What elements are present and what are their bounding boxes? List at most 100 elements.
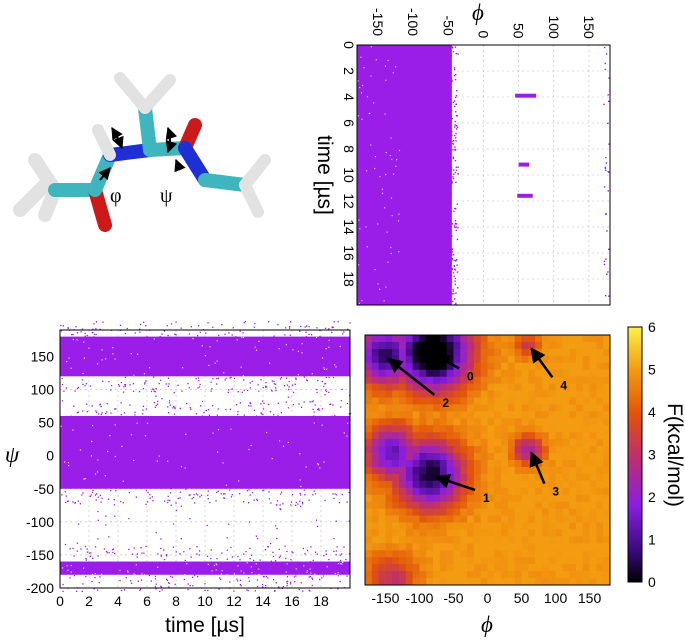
scatter-point: [129, 384, 131, 386]
minimum-label: 1: [483, 491, 490, 505]
scatter-point: [339, 554, 341, 556]
heatmap-cell: [446, 453, 454, 461]
heatmap-cell: [541, 480, 550, 489]
scatter-point: [138, 390, 141, 393]
heatmap-cell: [426, 508, 434, 516]
heatmap-cell: [562, 515, 570, 523]
heatmap-cell: [589, 369, 597, 378]
scatter-point-gap: [390, 137, 392, 139]
scatter-point-gap: [341, 563, 343, 565]
scatter-point-gap: [153, 338, 155, 340]
scatter-point: [60, 324, 62, 327]
scatter-point: [125, 577, 127, 579]
scatter-point: [180, 327, 182, 329]
scatter-point: [323, 459, 326, 461]
scatter-point-gap: [254, 574, 257, 576]
scatter-point-gap: [339, 345, 341, 348]
scatter-point-gap: [167, 460, 169, 462]
scatter-point: [450, 109, 453, 112]
scatter-point: [301, 503, 304, 505]
heatmap-cell: [433, 460, 441, 468]
scatter-point: [284, 334, 286, 336]
heatmap-cell: [514, 480, 522, 489]
heatmap-cell: [569, 487, 577, 496]
heatmap-cell: [405, 578, 414, 586]
heatmap-cell: [589, 446, 597, 454]
heatmap-cell: [487, 397, 495, 405]
scatter-point: [105, 524, 107, 526]
heatmap-cell: [501, 508, 509, 516]
scatter-point: [606, 230, 608, 232]
scatter-point: [267, 577, 269, 579]
scatter-point: [308, 333, 310, 336]
scatter-point: [279, 504, 281, 506]
scatter-point: [89, 385, 92, 387]
heatmap-cell: [460, 550, 468, 558]
heatmap-cell: [507, 341, 516, 350]
scatter-point: [454, 124, 456, 126]
scatter-point: [457, 166, 459, 168]
heatmap-cell: [365, 446, 373, 454]
heatmap-cell: [596, 494, 604, 503]
scatter-point: [160, 547, 162, 550]
heatmap-cell: [460, 529, 468, 537]
scatter-point: [72, 501, 74, 503]
heatmap-cell: [473, 348, 482, 357]
scatter-point: [298, 588, 300, 591]
scatter-point: [453, 225, 456, 227]
heatmap-cell: [501, 536, 509, 544]
heatmap-cell: [507, 508, 516, 516]
scatter-point-gap: [192, 337, 194, 340]
scatter-point: [174, 333, 176, 335]
heatmap-cell: [582, 418, 590, 426]
heatmap-cell: [507, 362, 516, 371]
scatter-point: [260, 412, 262, 414]
scatter-point: [605, 169, 607, 171]
heatmap-cell: [399, 473, 407, 482]
heatmap-cell: [569, 335, 577, 343]
heatmap-cell: [480, 404, 488, 412]
scatter-point: [110, 385, 113, 387]
scatter-point: [605, 258, 607, 260]
heatmap-cell: [501, 341, 509, 350]
scatter-point-gap: [266, 431, 268, 434]
heatmap-cell: [399, 564, 407, 572]
scatter-point: [455, 292, 457, 294]
scatter-point: [452, 176, 454, 178]
scatter-point: [333, 497, 335, 499]
scatter-point: [254, 590, 256, 592]
heatmap-cell: [487, 571, 495, 579]
scatter-point: [176, 417, 178, 419]
scatter-point: [300, 582, 302, 584]
heatmap-cell: [371, 404, 380, 412]
scatter-point: [454, 96, 457, 99]
heatmap-cell: [365, 376, 373, 385]
heatmap-cell: [494, 453, 502, 461]
scatter-point-gap: [321, 357, 324, 359]
heatmap-cell: [603, 529, 611, 537]
scatter-point-gap: [225, 484, 228, 486]
scatter-point: [300, 406, 303, 408]
heatmap-cell: [555, 348, 563, 357]
scatter-point-gap: [204, 355, 207, 357]
heatmap-cell: [439, 522, 448, 530]
heatmap-cell: [439, 418, 448, 426]
heatmap-cell: [575, 460, 584, 468]
scatter-point: [92, 328, 94, 330]
heatmap-cell: [453, 411, 461, 419]
scatter-point: [155, 395, 157, 397]
heatmap-cell: [480, 383, 488, 391]
scatter-point: [93, 336, 95, 338]
heatmap-cell: [473, 480, 482, 489]
scatter-point: [143, 552, 145, 554]
scatter-point: [323, 554, 325, 557]
scatter-point: [238, 472, 241, 475]
minimum-arrow: [530, 347, 554, 379]
heatmap-cell: [405, 432, 414, 440]
scatter-point: [195, 378, 197, 380]
scatter-point: [91, 484, 93, 486]
heatmap-cell: [528, 341, 536, 350]
heatmap-cell: [487, 439, 495, 447]
heatmap-cell: [385, 578, 393, 586]
heatmap-cell: [405, 397, 414, 405]
